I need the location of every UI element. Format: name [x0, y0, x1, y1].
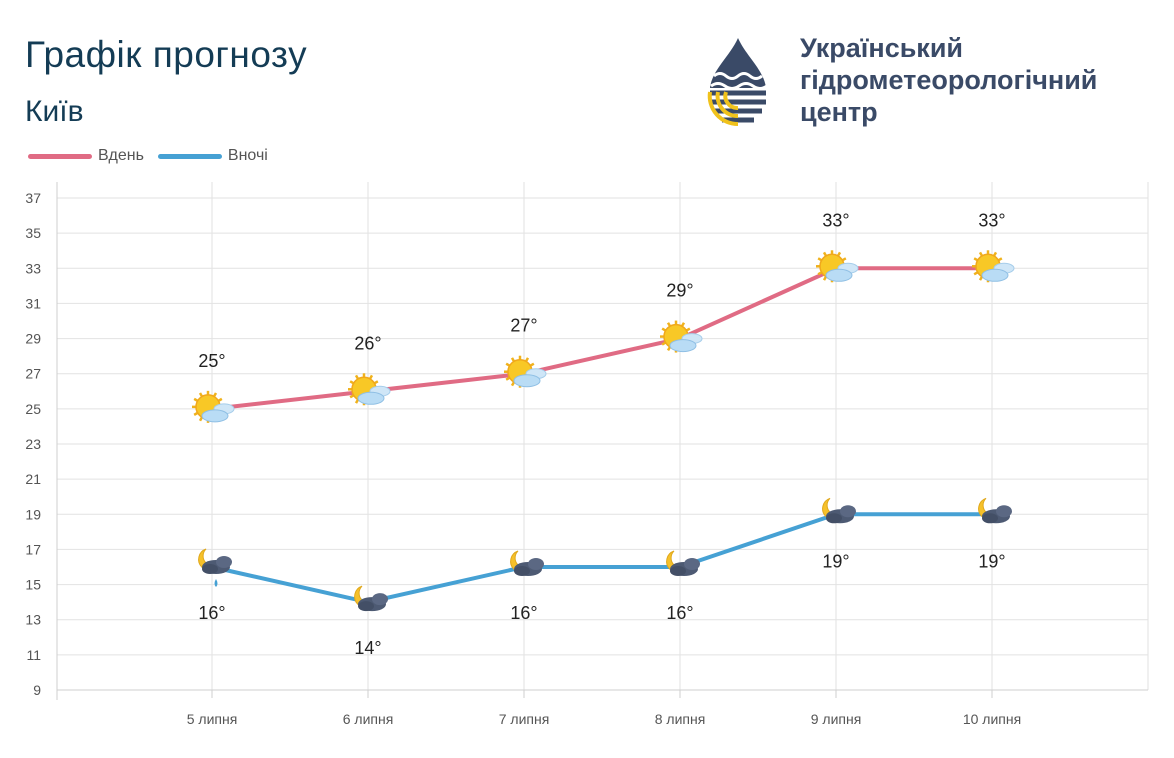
- day-data-label: 26°: [354, 333, 381, 353]
- y-tick-label: 11: [26, 647, 41, 663]
- y-tick-label: 33: [25, 260, 41, 276]
- night-data-label: 19°: [978, 551, 1005, 571]
- y-tick-label: 9: [33, 682, 41, 698]
- moon-cloud-rain-icon: [198, 548, 232, 587]
- day-temperature-line: [211, 266, 992, 411]
- sun-cloud-icon: [660, 320, 703, 353]
- moon-cloud-icon: [978, 497, 1012, 524]
- x-tick-label: 5 липня: [187, 711, 238, 727]
- y-tick-label: 19: [25, 506, 41, 522]
- legend-swatch-day: [28, 153, 92, 159]
- y-tick-label: 27: [25, 366, 41, 382]
- y-tick-label: 25: [25, 401, 41, 417]
- night-data-label: 16°: [666, 603, 693, 623]
- y-tick-label: 31: [25, 295, 41, 311]
- y-tick-label: 23: [25, 436, 41, 452]
- legend-item-night[interactable]: Вночі: [157, 147, 268, 165]
- moon-cloud-icon: [354, 585, 388, 612]
- day-data-label: 33°: [978, 210, 1005, 230]
- y-tick-label: 29: [25, 331, 41, 347]
- sun-cloud-icon: [348, 373, 391, 406]
- y-tick-label: 35: [25, 225, 41, 241]
- y-tick-label: 37: [25, 190, 41, 206]
- sun-cloud-icon: [972, 250, 1015, 283]
- x-tick-label: 8 липня: [655, 711, 706, 727]
- page-title: Графік прогнозу: [25, 34, 308, 75]
- legend-item-day[interactable]: Вдень: [28, 147, 144, 165]
- moon-cloud-icon: [666, 550, 700, 576]
- hydromet-logo-icon: [707, 38, 768, 127]
- sun-cloud-icon: [504, 355, 547, 388]
- night-temperature-line: [211, 512, 992, 605]
- organization-name: Український гідрометеорологічний центр: [800, 33, 1098, 127]
- day-data-label: 27°: [510, 316, 537, 336]
- y-tick-label: 21: [25, 471, 41, 487]
- day-data-label: 33°: [822, 210, 849, 230]
- chart-legend: Вдень Вночі: [28, 147, 282, 165]
- day-data-label: 25°: [198, 351, 225, 371]
- moon-cloud-icon: [510, 550, 544, 576]
- night-data-label: 14°: [354, 638, 381, 658]
- night-data-label: 16°: [510, 603, 537, 623]
- legend-swatch-night: [157, 153, 222, 159]
- moon-cloud-icon: [822, 497, 856, 524]
- x-tick-label: 10 липня: [963, 711, 1021, 727]
- y-tick-label: 17: [25, 541, 41, 557]
- sun-cloud-icon: [192, 390, 235, 423]
- night-data-label: 16°: [198, 603, 225, 623]
- x-tick-label: 9 липня: [811, 711, 862, 727]
- y-tick-label: 13: [25, 612, 41, 628]
- sun-cloud-icon: [816, 250, 859, 283]
- night-data-label: 19°: [822, 551, 849, 571]
- day-data-label: 29°: [666, 281, 693, 301]
- x-tick-label: 6 липня: [343, 711, 394, 727]
- x-tick-label: 7 липня: [499, 711, 550, 727]
- y-tick-label: 15: [25, 577, 41, 593]
- city-name: Київ: [25, 95, 84, 128]
